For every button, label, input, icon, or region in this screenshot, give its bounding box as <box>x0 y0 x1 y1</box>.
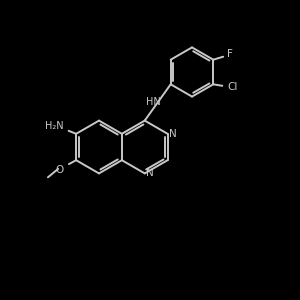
Text: Cl: Cl <box>228 82 238 92</box>
Text: H₂N: H₂N <box>45 121 64 131</box>
Text: N: N <box>146 168 154 178</box>
Text: N: N <box>169 129 177 139</box>
Text: O: O <box>55 165 63 175</box>
Text: HN: HN <box>146 98 160 107</box>
Text: F: F <box>227 49 233 59</box>
